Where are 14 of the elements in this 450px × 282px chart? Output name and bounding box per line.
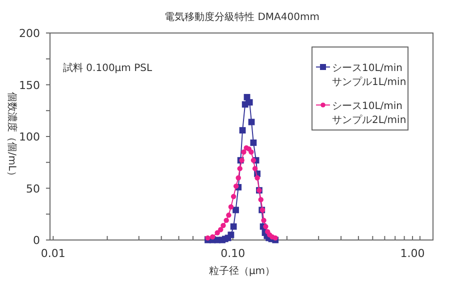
x-tick-label: 0.01 — [40, 247, 66, 260]
y-tick-label: 50 — [26, 182, 40, 196]
annotation: 試料 0.100μm PSL — [63, 62, 152, 74]
x-tick-label: 1.00 — [400, 247, 425, 260]
chart-title: 電気移動度分級特性 DMA400mm — [164, 11, 320, 23]
y-tick-label: 100 — [19, 130, 40, 144]
y-tick-label: 200 — [19, 27, 40, 40]
x-tick-label: 0.10 — [220, 247, 246, 260]
y-tick-label: 0 — [33, 234, 40, 247]
y-tick-label: 150 — [19, 78, 40, 92]
legend-label: シース10L/min サンプル1L/min — [332, 63, 406, 88]
x-axis-title: 粒子径（μm） — [208, 266, 276, 277]
legend-label: シース10L/min サンプル2L/min — [332, 101, 406, 126]
y-axis-title: 個数濃度（個/mL） — [6, 92, 18, 181]
